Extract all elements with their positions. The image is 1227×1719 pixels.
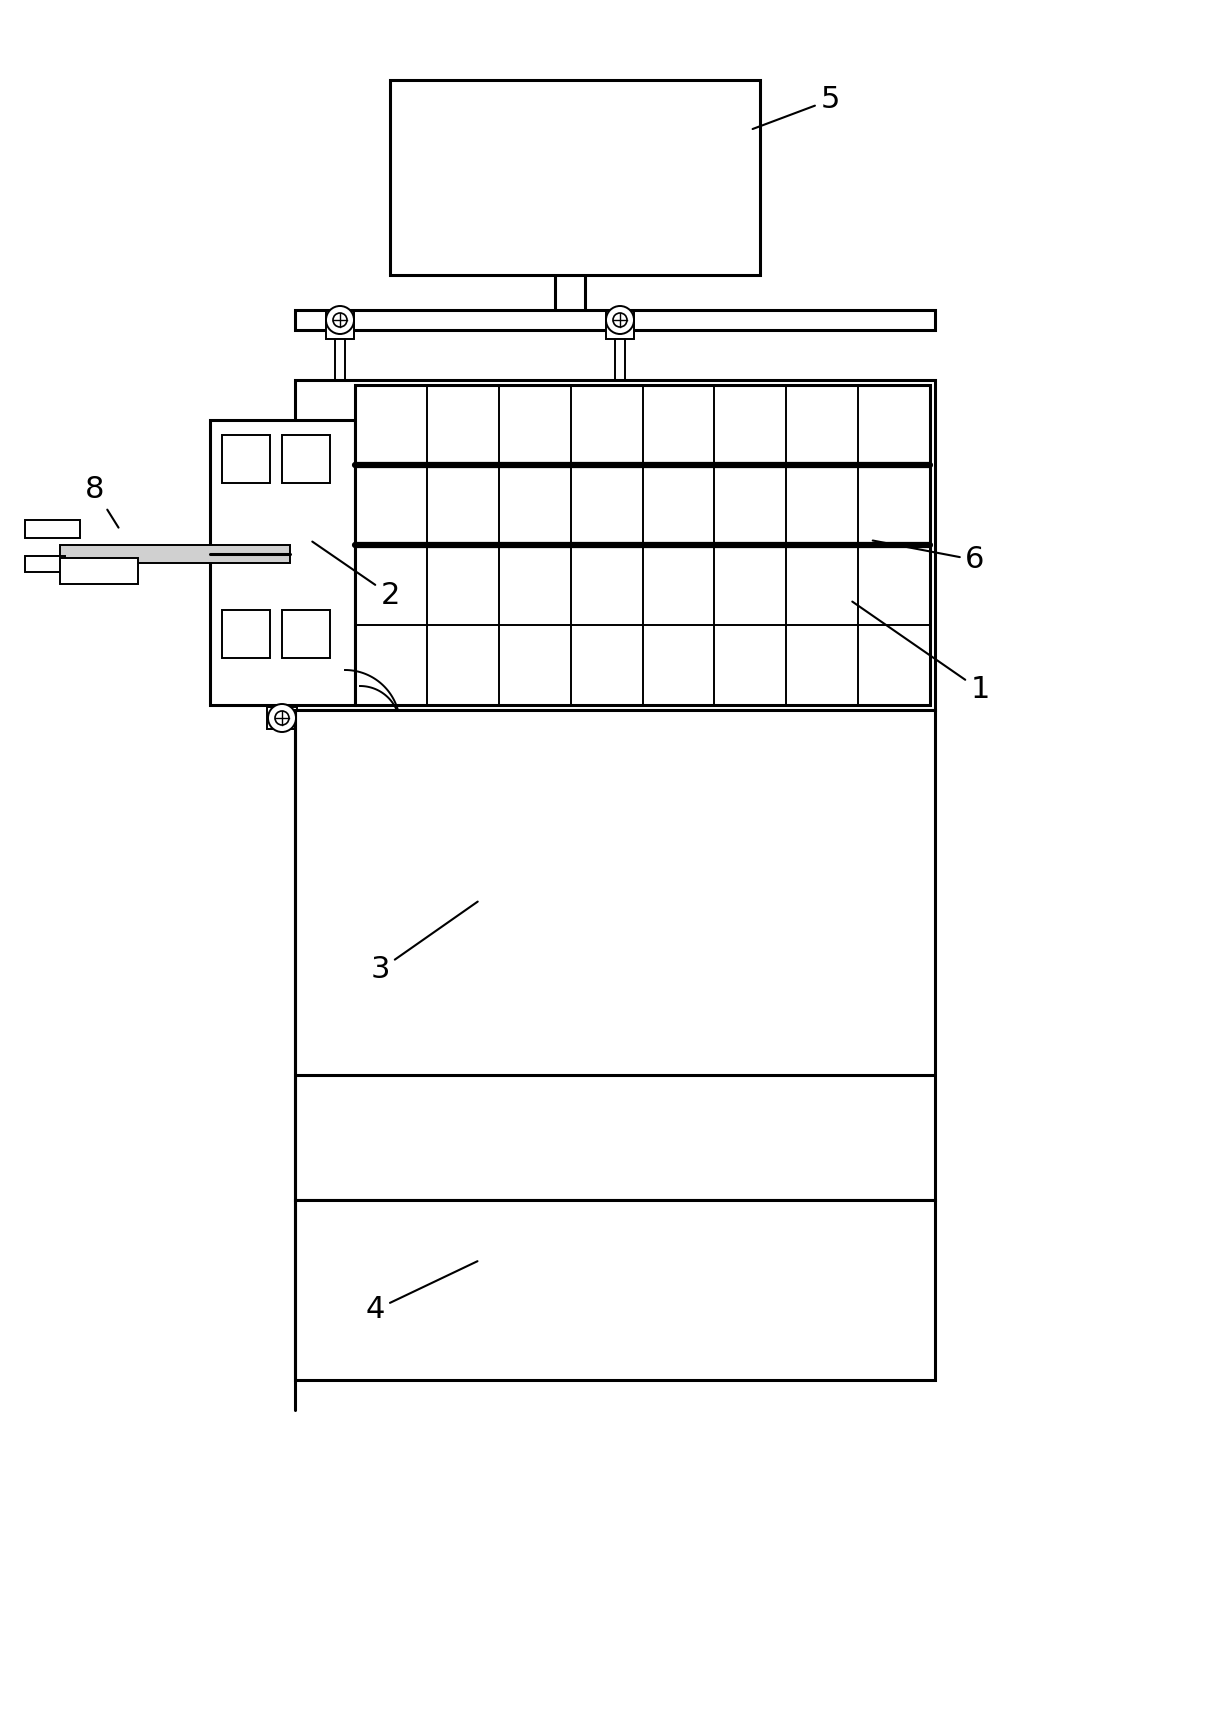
Text: 3: 3 <box>371 901 477 985</box>
Bar <box>355 385 930 705</box>
Bar <box>210 419 355 705</box>
Bar <box>294 1200 935 1380</box>
Bar <box>282 435 330 483</box>
Circle shape <box>333 313 347 327</box>
Bar <box>294 380 935 710</box>
Bar <box>60 559 137 584</box>
Text: 1: 1 <box>853 602 990 705</box>
Text: 6: 6 <box>872 540 985 574</box>
Text: 2: 2 <box>313 541 400 610</box>
Bar <box>267 707 297 729</box>
Bar <box>25 521 80 538</box>
Circle shape <box>275 712 290 725</box>
Bar <box>25 555 65 572</box>
Bar <box>606 311 634 339</box>
Bar <box>222 435 270 483</box>
Circle shape <box>326 306 355 333</box>
Bar <box>326 311 355 339</box>
Bar <box>294 309 935 330</box>
Circle shape <box>614 313 627 327</box>
Bar <box>222 610 270 658</box>
Bar <box>390 81 760 275</box>
Circle shape <box>606 306 634 333</box>
Text: 4: 4 <box>366 1262 477 1325</box>
Bar <box>294 710 935 1200</box>
Text: 5: 5 <box>752 86 839 129</box>
Text: 8: 8 <box>85 476 119 528</box>
Circle shape <box>267 705 296 732</box>
Bar <box>282 610 330 658</box>
Bar <box>60 545 290 564</box>
